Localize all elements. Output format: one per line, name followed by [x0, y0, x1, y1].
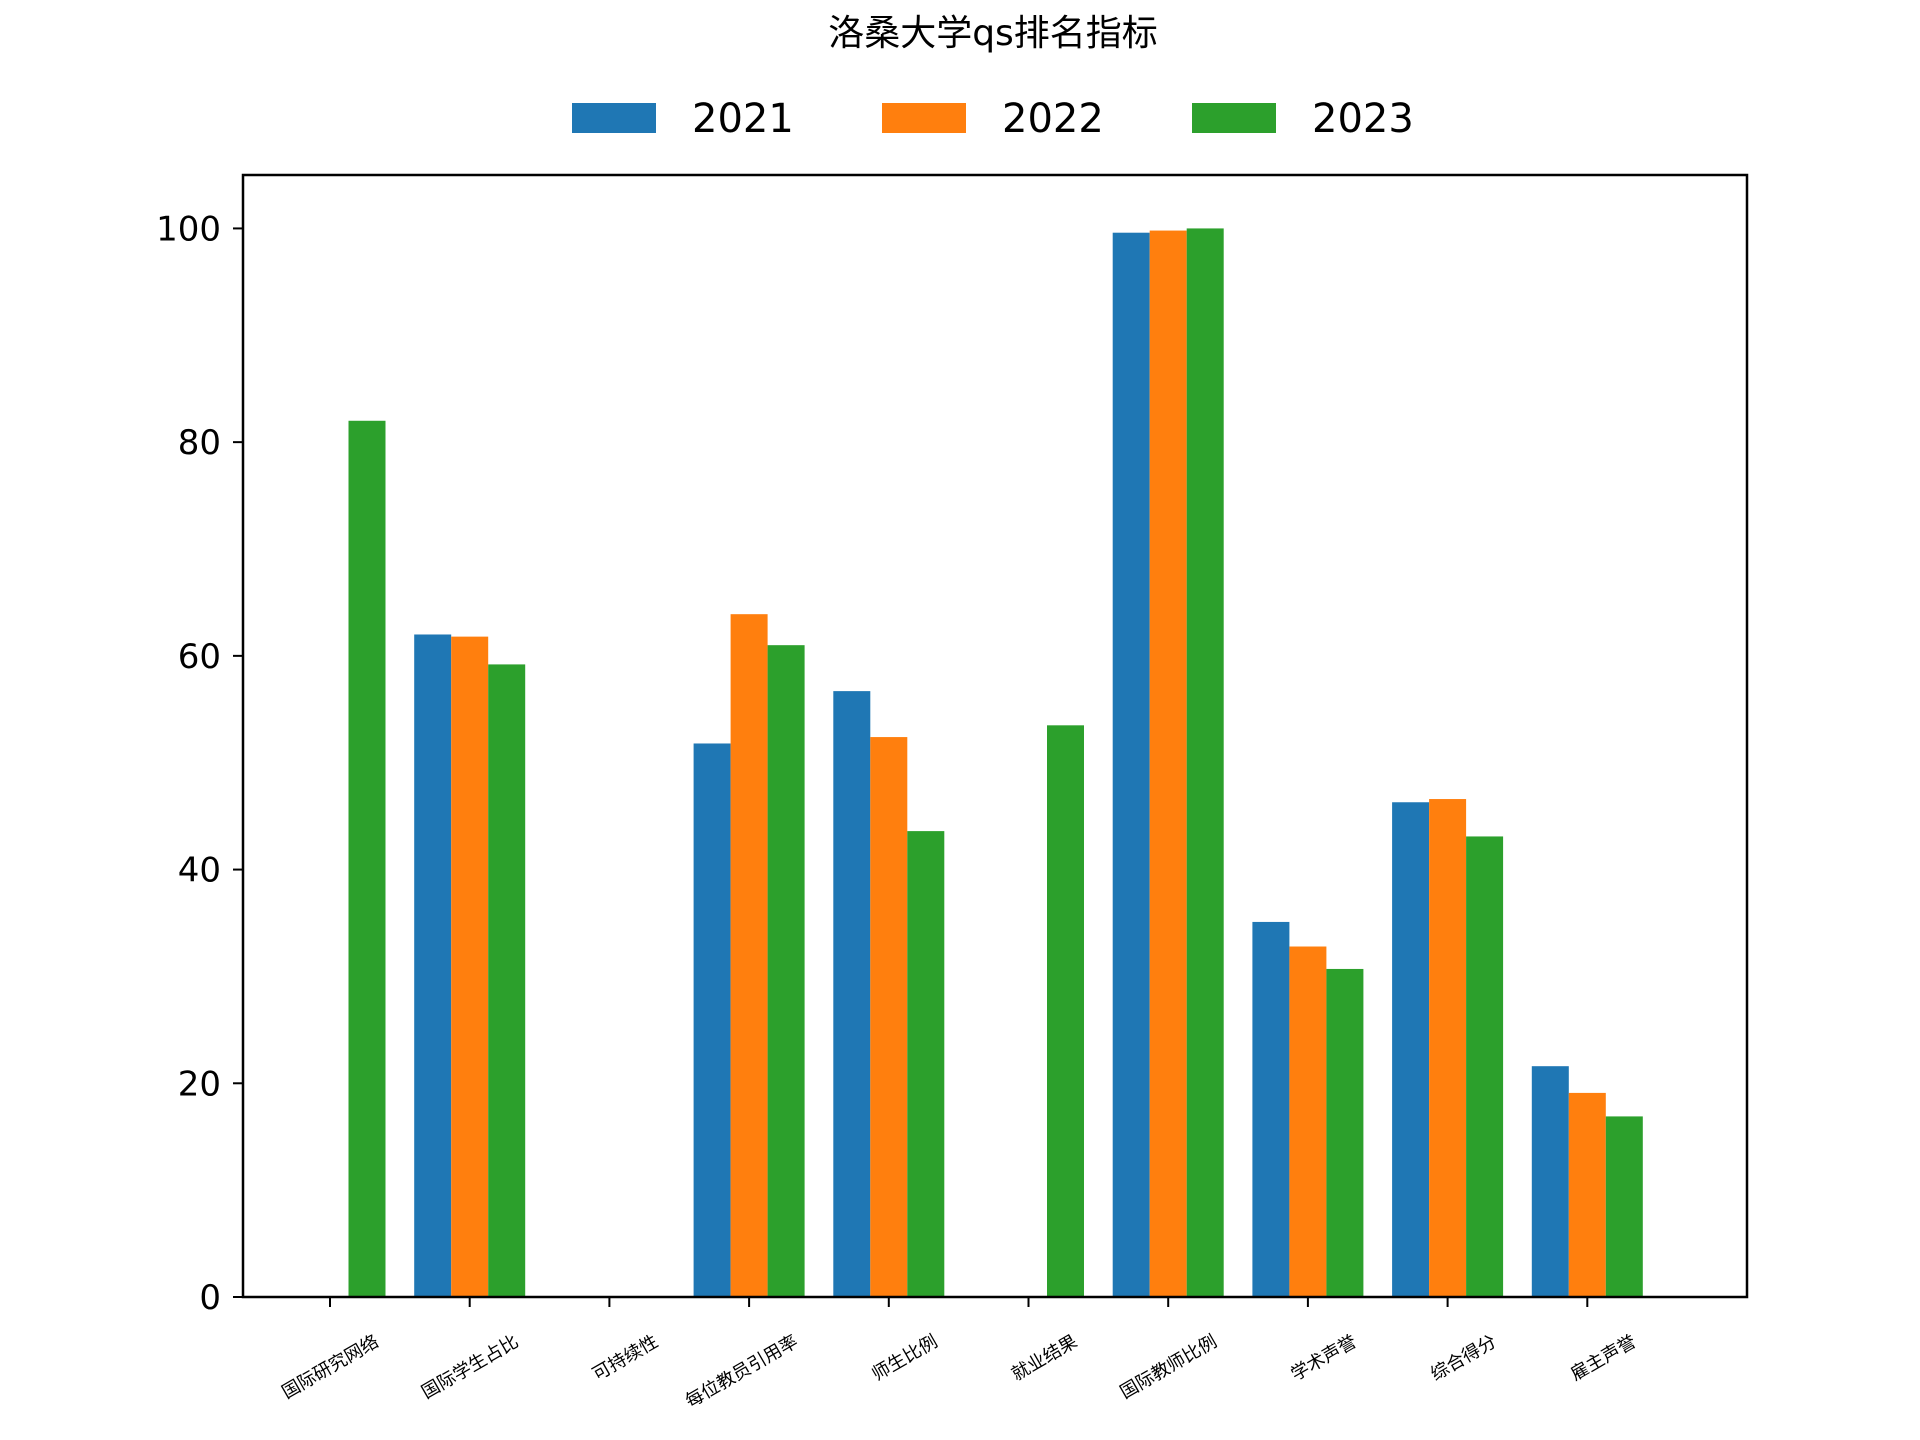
- x-tick-label-1: 国际学生占比: [418, 1331, 522, 1403]
- legend-swatch-2023: [1192, 103, 1276, 133]
- bar-2023-7: [1326, 968, 1364, 1297]
- bar-2021-1: [414, 634, 452, 1297]
- bar-2023-9: [1605, 1116, 1643, 1297]
- bar-2021-7: [1252, 921, 1290, 1297]
- bar-2022-9: [1568, 1092, 1606, 1297]
- bar-2021-6: [1112, 232, 1150, 1297]
- x-tick-label-8: 综合得分: [1427, 1331, 1500, 1385]
- x-tick-label-3: 每位教员引用率: [682, 1331, 802, 1412]
- bar-2022-6: [1149, 230, 1187, 1298]
- legend-swatch-2022: [882, 103, 966, 133]
- x-axis: 国际研究网络 国际学生占比 可持续性 每位教员引用率 师生比例 就业结果 国际教师比例 学术声…: [278, 1297, 1640, 1412]
- x-tick-label-0: 国际研究网络: [278, 1331, 382, 1403]
- legend-label-2021: 2021: [692, 96, 794, 142]
- legend-label-2022: 2022: [1002, 96, 1104, 142]
- bar-2023-4: [907, 831, 945, 1297]
- x-tick-label-4: 师生比例: [868, 1331, 941, 1385]
- x-tick-label-6: 国际教师比例: [1117, 1331, 1221, 1403]
- bars-group: [348, 228, 1643, 1298]
- y-tick-label-100: 100: [156, 209, 221, 249]
- bar-2022-7: [1289, 946, 1327, 1297]
- x-tick-label-9: 雇主声誉: [1567, 1331, 1640, 1385]
- bar-2021-4: [833, 691, 871, 1297]
- bar-2021-3: [693, 743, 731, 1297]
- legend-swatch-2021: [572, 103, 656, 133]
- bar-2022-1: [451, 636, 489, 1297]
- y-tick-label-40: 40: [178, 851, 221, 891]
- x-tick-label-7: 学术声誉: [1288, 1331, 1361, 1385]
- bar-2023-1: [488, 664, 526, 1297]
- y-tick-label-60: 60: [178, 637, 221, 677]
- x-tick-label-5: 就业结果: [1008, 1331, 1081, 1385]
- legend: 2021 2022 2023: [572, 96, 1414, 142]
- bar-2021-8: [1392, 802, 1430, 1297]
- y-tick-label-80: 80: [178, 423, 221, 463]
- chart-title: 洛桑大学qs排名指标: [828, 13, 1158, 54]
- bar-2023-0: [348, 420, 386, 1297]
- legend-label-2023: 2023: [1312, 96, 1414, 142]
- plot-frame: [241, 173, 1749, 1299]
- bar-2023-3: [767, 645, 805, 1297]
- x-tick-label-2: 可持续性: [589, 1331, 662, 1385]
- bar-2022-4: [870, 737, 908, 1297]
- bar-2023-5: [1047, 725, 1084, 1297]
- y-tick-label-0: 0: [199, 1278, 221, 1318]
- y-axis: 0 20 40 60 80 100: [156, 209, 243, 1318]
- bar-2021-9: [1531, 1066, 1569, 1297]
- bar-2023-8: [1466, 836, 1504, 1297]
- bar-2022-8: [1429, 799, 1467, 1297]
- bar-2023-6: [1186, 228, 1224, 1297]
- bar-2022-3: [730, 614, 768, 1297]
- y-tick-label-20: 20: [178, 1064, 221, 1104]
